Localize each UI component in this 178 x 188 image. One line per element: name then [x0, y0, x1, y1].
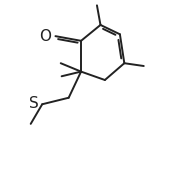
- Text: S: S: [29, 96, 39, 111]
- Text: O: O: [40, 29, 52, 44]
